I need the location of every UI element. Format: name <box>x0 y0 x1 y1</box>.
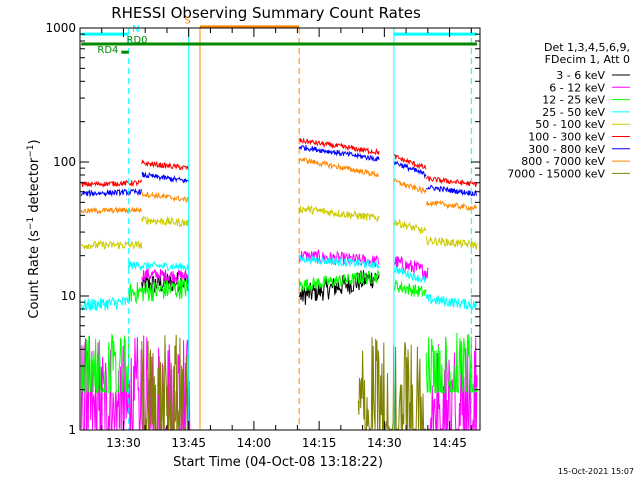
series-line <box>298 137 380 156</box>
series-line <box>298 204 380 223</box>
series-line <box>141 215 190 228</box>
legend-entry-label: 7000 - 15000 keV <box>507 167 605 180</box>
series-line <box>127 260 190 272</box>
x-tick-label: 14:30 <box>367 436 402 450</box>
legend-entry-label: 6 - 12 keV <box>549 81 605 94</box>
x-tick-label: 13:30 <box>106 436 141 450</box>
series-line <box>80 188 143 198</box>
series-line <box>80 333 130 395</box>
plot-frame <box>79 27 481 431</box>
series-line <box>141 191 190 204</box>
series-line <box>141 159 190 171</box>
legend-header-line-1: Det 1,3,4,5,6,9, <box>544 41 630 54</box>
render-timestamp: 15-Oct-2021 15:07 <box>558 467 634 476</box>
flag-label: S <box>184 16 190 27</box>
flag-label: RD4 <box>97 45 118 56</box>
legend-entry-label: 25 - 50 keV <box>542 106 605 119</box>
series-line <box>393 255 429 280</box>
x-tick-label: 14:00 <box>237 436 272 450</box>
legend-entry-label: 800 - 7000 keV <box>521 155 605 168</box>
x-tick-label: 14:15 <box>302 436 337 450</box>
legend-header-line-2: FDecim 1, Att 0 <box>545 53 630 66</box>
x-tick-label: 14:45 <box>432 436 467 450</box>
series-line <box>80 239 143 250</box>
series-line <box>357 337 427 430</box>
series-line <box>393 178 427 195</box>
y-axis-label-end: ) <box>27 139 42 144</box>
series-line <box>393 154 427 170</box>
y-tick-label: 100 <box>53 155 76 169</box>
series-line <box>80 178 143 189</box>
series-line <box>393 279 427 298</box>
y-axis-ticks: 1 10 100 1000 <box>45 21 480 437</box>
series-line <box>128 279 190 305</box>
series-line <box>141 171 190 184</box>
series-layer <box>80 137 478 430</box>
series-line <box>425 294 478 311</box>
series-line <box>141 268 190 284</box>
series-line <box>141 334 190 430</box>
series-line <box>393 265 427 284</box>
series-line <box>298 157 380 178</box>
series-line <box>298 254 380 269</box>
series-line <box>425 184 478 197</box>
vertical-markers <box>128 28 472 430</box>
y-axis-label: Count Rate (s−1 detector−1) <box>26 139 42 318</box>
flag-label: N <box>132 24 139 35</box>
series-line <box>425 175 478 188</box>
legend-entry-label: 3 - 6 keV <box>556 69 605 82</box>
series-line <box>80 206 142 215</box>
x-tick-label: 13:45 <box>171 436 206 450</box>
series-line <box>393 160 427 180</box>
y-tick-label: 1 <box>68 423 76 437</box>
flag-label: RD0 <box>127 35 148 46</box>
series-line <box>425 236 478 251</box>
y-tick-label: 10 <box>61 289 76 303</box>
y-axis-label-base: Count Rate (s <box>27 230 42 319</box>
flag-bars: N S RD0 RD4 <box>81 16 477 56</box>
y-axis-label-mid: detector <box>27 157 42 217</box>
chart-title: RHESSI Observing Summary Count Rates <box>111 4 421 22</box>
plot-area: N S RD0 RD4 <box>80 16 478 430</box>
y-axis-label-sup-1: −1 <box>26 217 36 230</box>
legend-entry-label: 300 - 800 keV <box>528 143 605 156</box>
legend-entry-label: 100 - 300 keV <box>528 131 605 144</box>
legend: Det 1,3,4,5,6,9, FDecim 1, Att 0 3 - 6 k… <box>507 41 630 180</box>
series-line <box>80 296 129 312</box>
x-axis-ticks: 13:30 13:45 14:00 14:15 14:30 14:45 <box>79 28 472 450</box>
series-line <box>393 219 427 234</box>
series-line <box>425 332 478 395</box>
y-tick-label: 1000 <box>45 21 76 35</box>
legend-entry-label: 12 - 25 keV <box>542 94 605 107</box>
series-line <box>426 199 478 212</box>
series-line <box>298 145 380 162</box>
x-axis-label: Start Time (04-Oct-08 13:18:22) <box>173 455 383 470</box>
legend-entry-label: 50 - 100 keV <box>535 118 605 131</box>
series-line <box>298 269 380 292</box>
y-axis-label-sup-2: −1 <box>26 144 36 157</box>
